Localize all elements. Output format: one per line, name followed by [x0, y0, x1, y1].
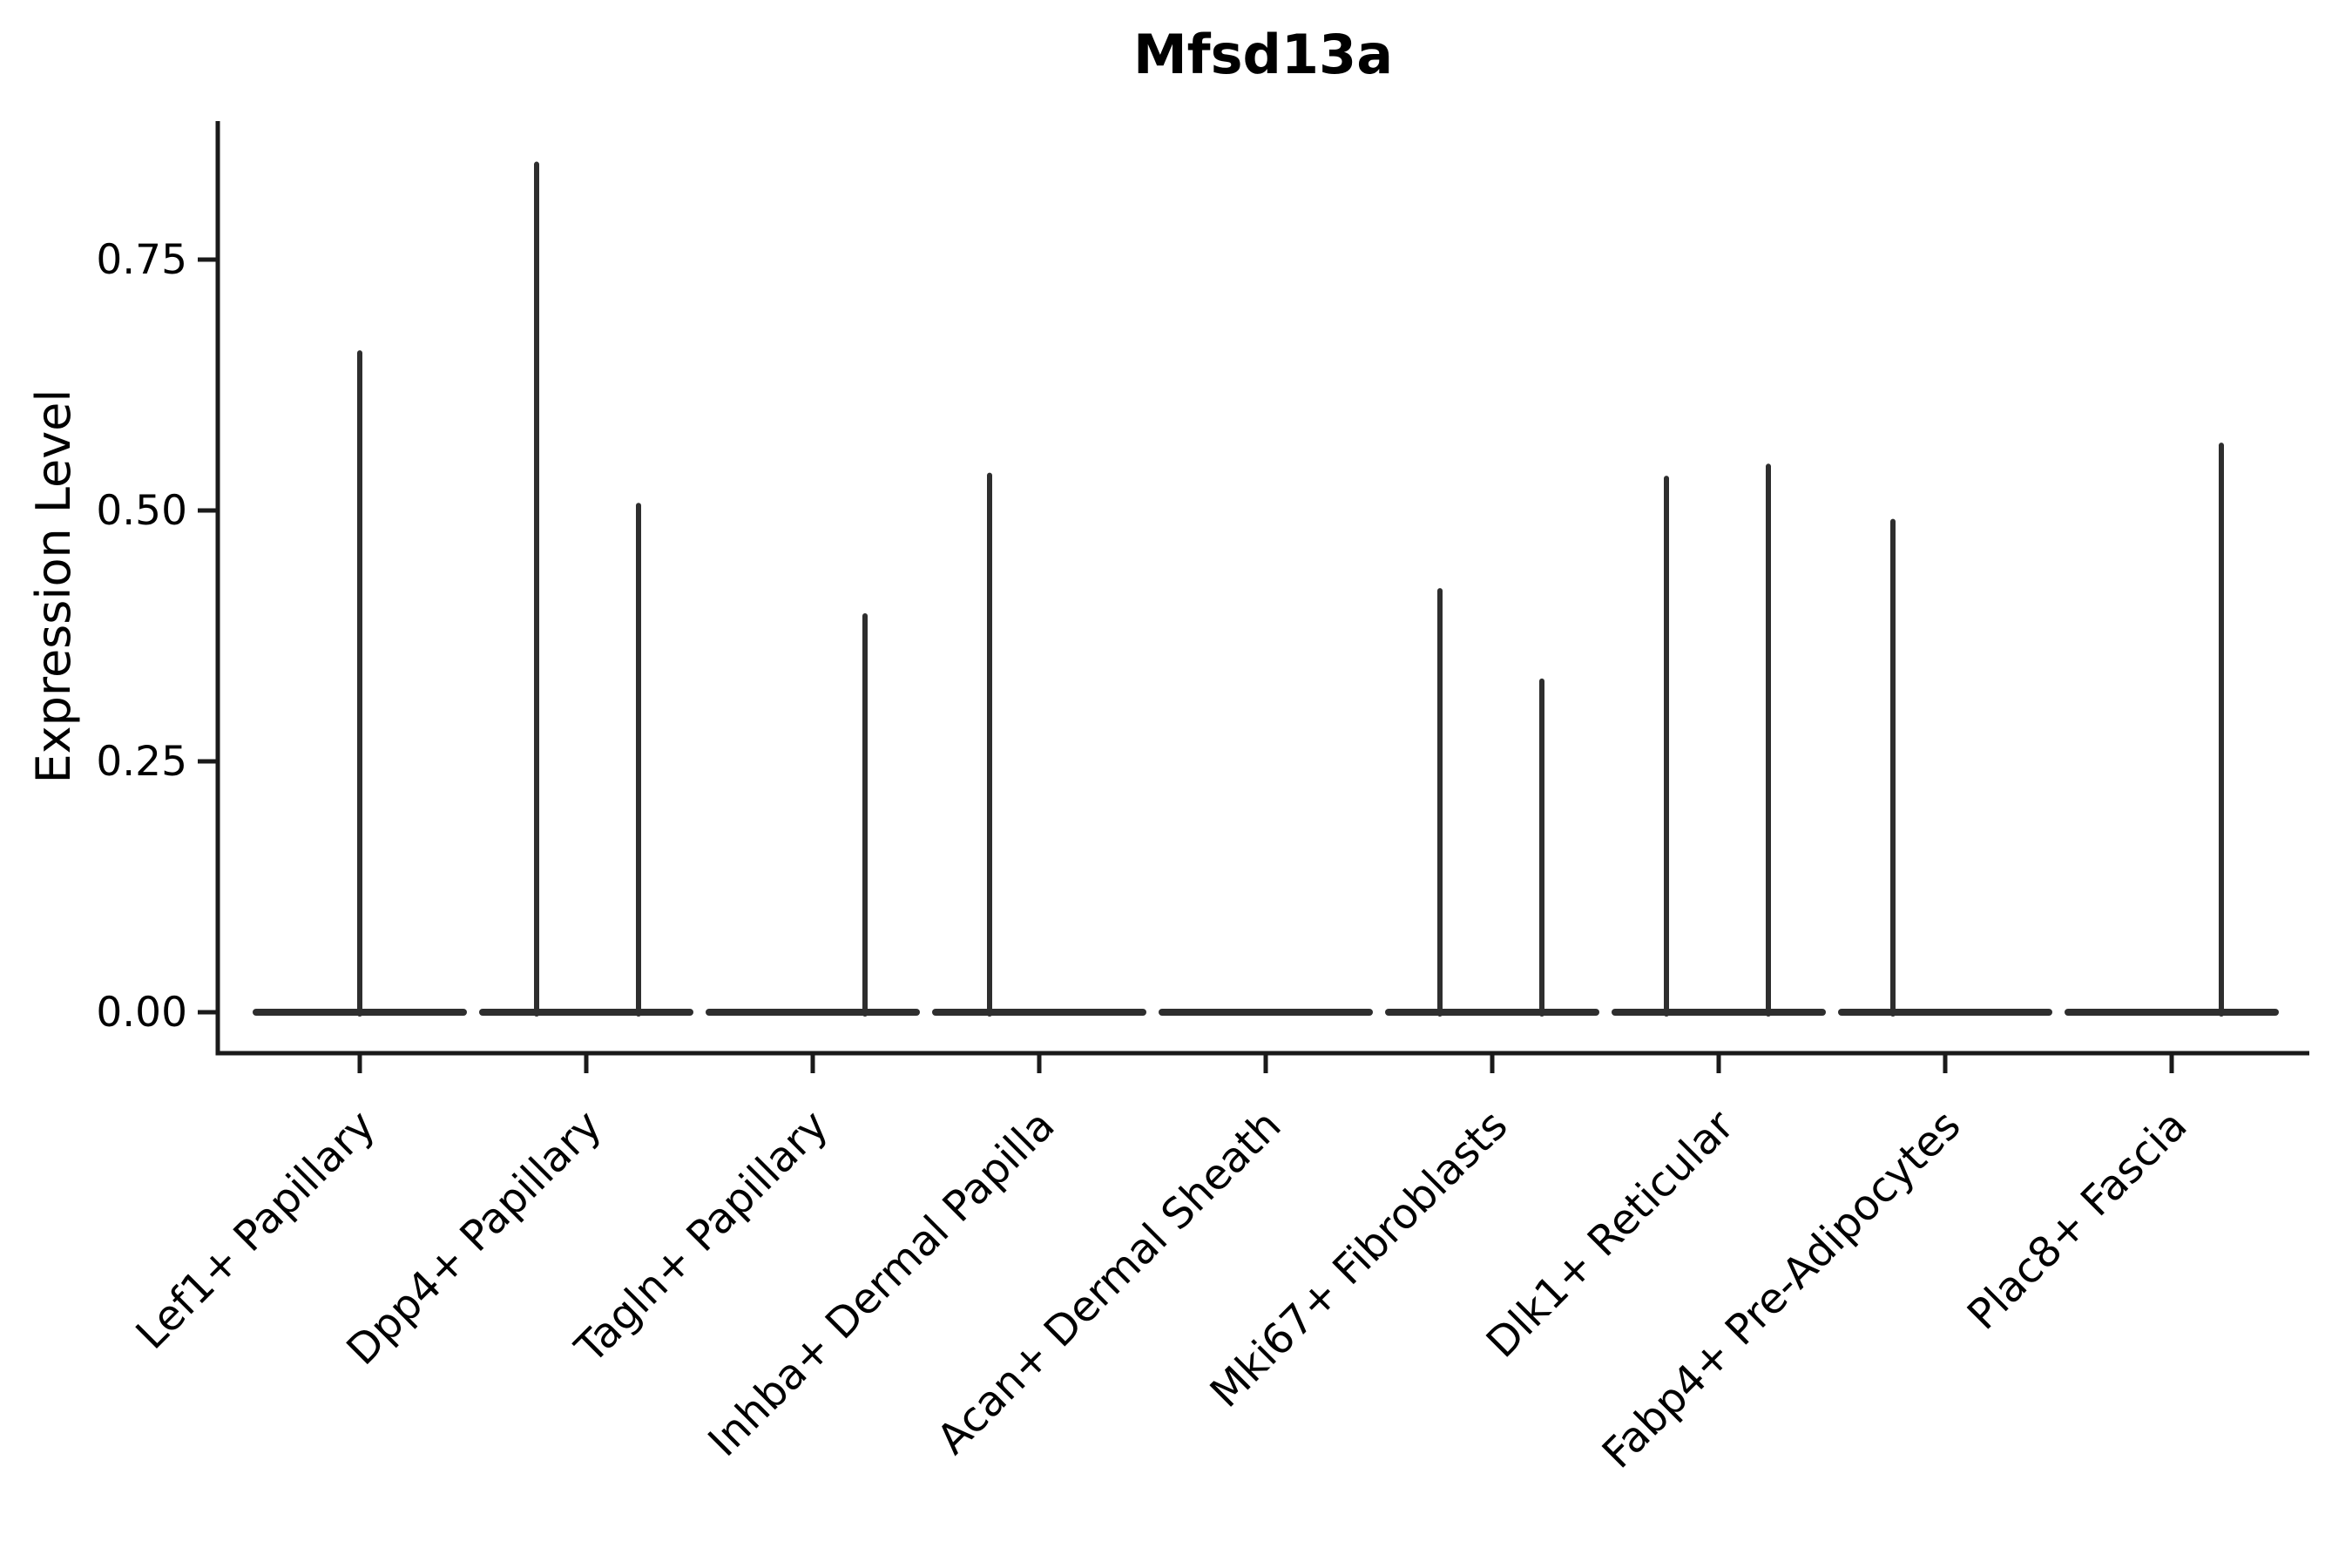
violin: [1838, 518, 2052, 1017]
chart-title: Mfsd13a: [1133, 23, 1393, 86]
violin: [253, 350, 467, 1017]
y-axis-label: Expression Level: [26, 389, 81, 784]
y-tick-label: 0.25: [96, 738, 187, 786]
axes-layer: [198, 121, 2309, 1073]
violin: [1612, 463, 1826, 1017]
violin: [2065, 443, 2279, 1017]
x-tick-label: Lef1+ Papillary: [127, 1101, 385, 1359]
y-tick-label: 0.75: [96, 236, 187, 284]
x-tick-label: Plac8+ Fascia: [1958, 1101, 2197, 1340]
y-tick-label: 0.00: [96, 989, 187, 1037]
violin: [706, 612, 920, 1017]
x-tick-label: Dlk1+ Reticular: [1477, 1101, 1744, 1368]
violin: [1385, 588, 1599, 1017]
y-tick-label: 0.50: [96, 487, 187, 535]
violin: [932, 472, 1146, 1017]
violin: [479, 161, 693, 1017]
violins-layer: [253, 161, 2279, 1017]
x-tick-label: Tagln+ Papillary: [565, 1101, 837, 1373]
x-tick-label: Fabp4+ Pre-Adipocytes: [1593, 1101, 1970, 1478]
